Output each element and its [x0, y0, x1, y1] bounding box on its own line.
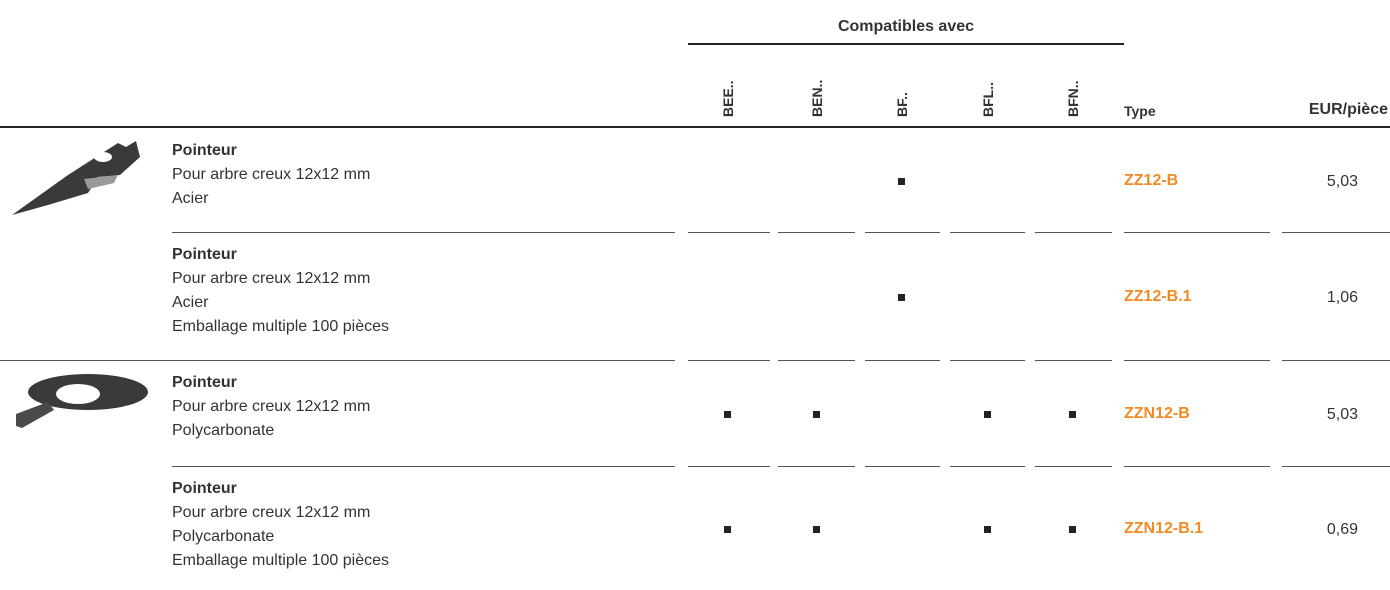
compat-marker	[984, 411, 991, 418]
row-line: Pour arbre creux 12x12 mm	[172, 166, 371, 183]
row-title: Pointeur	[172, 142, 237, 159]
row-title: Pointeur	[172, 480, 237, 497]
row-separator	[1035, 360, 1112, 361]
row-line: Polycarbonate	[172, 528, 275, 545]
row-separator	[1124, 232, 1270, 233]
row-separator	[865, 360, 940, 361]
row-separator	[1124, 466, 1270, 467]
compat-marker	[724, 526, 731, 533]
type-header: Type	[1124, 103, 1156, 119]
row-separator	[172, 232, 675, 233]
row-separator	[950, 360, 1025, 361]
compat-marker	[813, 526, 820, 533]
compat-marker	[724, 411, 731, 418]
group-underline	[688, 43, 1124, 45]
row-line: Pour arbre creux 12x12 mm	[172, 270, 371, 287]
row-separator	[1282, 232, 1390, 233]
price-header: EUR/pièce	[1308, 101, 1388, 118]
row-line: Polycarbonate	[172, 422, 275, 439]
row-separator	[688, 360, 770, 361]
row-separator	[1282, 466, 1390, 467]
price: 0,69	[1326, 521, 1358, 538]
row-separator	[1282, 360, 1390, 361]
row-separator	[172, 466, 675, 467]
row-separator	[778, 232, 855, 233]
row-line: Emballage multiple 100 pièces	[172, 552, 390, 569]
row-title: Pointeur	[172, 374, 237, 391]
row-separator	[778, 360, 855, 361]
compat-marker	[1069, 526, 1076, 533]
column-header: BFL..	[980, 82, 996, 117]
row-separator	[865, 466, 940, 467]
row-separator	[1035, 466, 1112, 467]
column-header: BEE..	[720, 80, 736, 117]
row-line: Acier	[172, 190, 209, 207]
product-image	[12, 141, 140, 215]
compat-marker	[813, 411, 820, 418]
row-separator	[1035, 232, 1112, 233]
price: 5,03	[1326, 406, 1358, 423]
row-title: Pointeur	[172, 246, 237, 263]
compat-marker	[898, 294, 905, 301]
column-header: BEN..	[809, 79, 825, 117]
row-line: Acier	[172, 294, 209, 311]
group-title: Compatibles avec	[837, 18, 975, 35]
row-line: Emballage multiple 100 pièces	[172, 318, 390, 335]
row-separator	[688, 232, 770, 233]
column-header: BF..	[894, 92, 910, 117]
row-separator	[950, 232, 1025, 233]
product-image	[16, 374, 148, 428]
row-line: Pour arbre creux 12x12 mm	[172, 398, 371, 415]
price: 1,06	[1326, 289, 1358, 306]
compat-marker	[984, 526, 991, 533]
compat-marker	[1069, 411, 1076, 418]
type-code: ZZN12-B	[1124, 405, 1190, 422]
compat-marker	[898, 178, 905, 185]
row-separator	[778, 466, 855, 467]
header-rule	[0, 126, 1390, 128]
row-separator	[950, 466, 1025, 467]
row-separator	[1124, 360, 1270, 361]
row-separator	[865, 232, 940, 233]
row-line: Pour arbre creux 12x12 mm	[172, 504, 371, 521]
column-header: BFN..	[1065, 80, 1081, 117]
row-separator	[688, 466, 770, 467]
price: 5,03	[1326, 173, 1358, 190]
type-code: ZZN12-B.1	[1124, 520, 1204, 537]
type-code: ZZ12-B	[1124, 172, 1179, 189]
type-code: ZZ12-B.1	[1124, 288, 1192, 305]
row-separator	[0, 360, 675, 361]
